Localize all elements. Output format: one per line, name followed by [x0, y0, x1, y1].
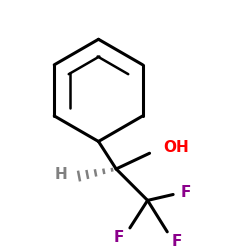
Text: OH: OH [163, 140, 189, 155]
Text: F: F [114, 230, 124, 245]
Text: F: F [171, 234, 181, 249]
Text: H: H [54, 167, 67, 182]
Text: F: F [181, 185, 191, 200]
